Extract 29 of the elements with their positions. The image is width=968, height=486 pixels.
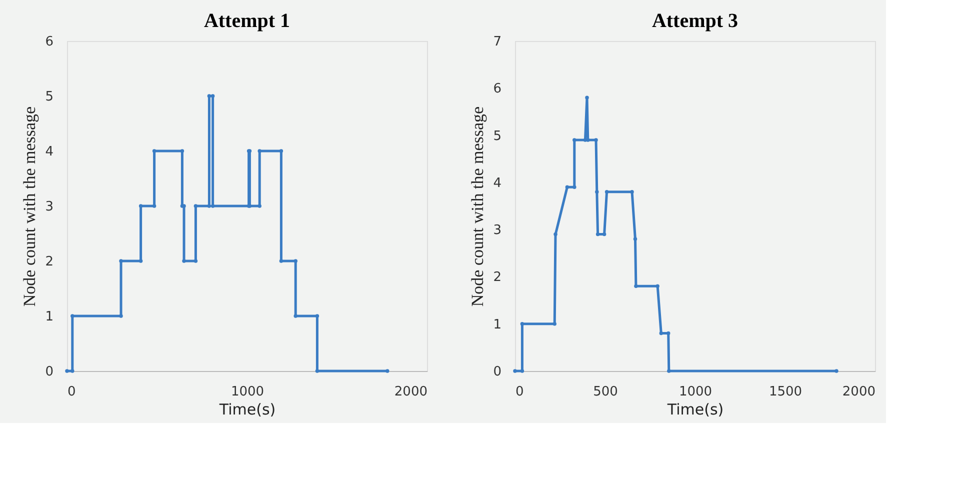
x-tick-label: 1000 [230, 384, 264, 400]
x-axis-title: Time(s) [218, 400, 276, 418]
y-tick-label: 4 [493, 176, 502, 191]
y-tick-label: 4 [45, 144, 54, 160]
y-tick-label: 3 [45, 200, 54, 214]
y-axis-title: Node count with the message [468, 106, 488, 307]
x-tick-label: 1500 [768, 384, 802, 400]
y-tick-label: 1 [45, 310, 54, 324]
y-tick-label: 2 [493, 270, 502, 286]
chart-title: Attempt 1 [204, 10, 290, 32]
y-tick-label: 5 [493, 128, 502, 144]
x-tick-label: 500 [593, 384, 618, 400]
x-tick-label: 1000 [678, 384, 712, 400]
y-tick-label: 0 [493, 364, 502, 380]
y-tick-label: 3 [493, 223, 502, 238]
y-axis-title: Node count with the message [20, 106, 40, 307]
y-tick-label: 2 [45, 254, 54, 270]
y-tick-label: 1 [493, 317, 502, 332]
x-tick-label: 2000 [842, 384, 876, 400]
x-axis-title: Time(s) [666, 400, 724, 418]
x-tick-label: 2000 [394, 384, 428, 400]
y-tick-label: 6 [45, 34, 54, 50]
x-tick-label: 0 [68, 384, 76, 400]
y-tick-label: 0 [45, 364, 54, 380]
y-tick-label: 7 [493, 34, 502, 50]
chart-title: Attempt 3 [652, 10, 738, 32]
y-tick-label: 6 [493, 82, 502, 97]
x-tick-label: 0 [516, 384, 524, 400]
y-tick-label: 5 [45, 90, 54, 104]
